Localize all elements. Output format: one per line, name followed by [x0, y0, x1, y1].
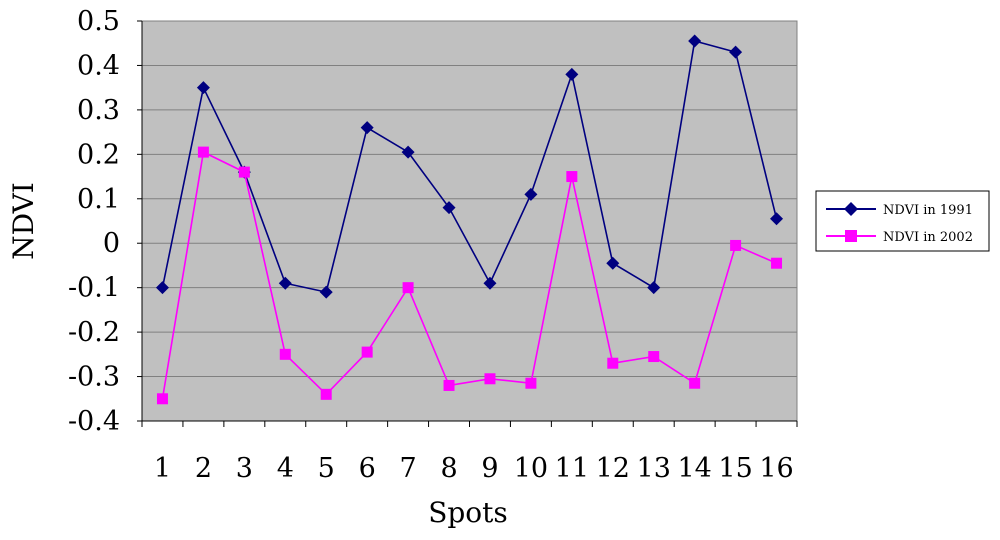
x-tick-label: 3: [236, 453, 253, 484]
data-point: [607, 357, 619, 369]
data-point: [525, 377, 537, 389]
legend: NDVI in 1991 NDVI in 2002: [815, 190, 990, 252]
data-point: [483, 276, 497, 290]
data-point: [320, 388, 332, 400]
data-point: [360, 121, 374, 135]
data-point: [155, 281, 169, 295]
series-line: [161, 39, 778, 294]
x-tick-label: 6: [359, 453, 376, 484]
y-tick-label: -0.1: [68, 273, 120, 304]
legend-label-1991: NDVI in 1991: [883, 203, 973, 218]
x-tick-label: 10: [514, 453, 548, 484]
data-point: [729, 45, 743, 59]
x-tick-label: 13: [637, 453, 671, 484]
data-point: [197, 146, 209, 158]
data-point: [565, 67, 579, 81]
x-axis-title: Spots: [428, 496, 508, 529]
x-tick-label: 11: [555, 453, 589, 484]
x-tick-label: 1: [154, 453, 171, 484]
y-tick-label: -0.4: [68, 406, 120, 437]
plot-area: [141, 20, 798, 422]
data-point: [689, 377, 701, 389]
data-point: [196, 81, 210, 95]
data-point: [401, 145, 415, 159]
data-point: [688, 34, 702, 48]
tick-labels: 0.50.40.30.20.10-0.1-0.2-0.3-0.41 2 3 4 5 6 7 8…: [68, 6, 794, 484]
data-point: [647, 281, 661, 295]
x-tick-label: 4: [277, 453, 294, 484]
gridlines: [142, 64, 797, 378]
data-point: [402, 282, 414, 294]
y-tick-label: 0.4: [77, 50, 120, 81]
x-tick-label: 5: [318, 453, 335, 484]
data-point: [648, 351, 660, 363]
axes: [137, 20, 798, 427]
legend-box: [815, 190, 990, 252]
legend-marker-1991: [844, 202, 858, 216]
y-tick-label: 0.3: [77, 95, 120, 126]
data-point: [484, 373, 496, 385]
x-tick-label: 16: [759, 453, 793, 484]
data-point: [524, 187, 538, 201]
x-tick-label: 14: [677, 453, 711, 484]
data-point: [730, 239, 742, 251]
y-tick-label: -0.2: [68, 317, 120, 348]
y-tick-label: 0.2: [77, 139, 120, 170]
y-axis-title: NDVI: [7, 182, 40, 260]
data-point: [238, 166, 250, 178]
data-point: [156, 393, 168, 405]
data-point: [443, 379, 455, 391]
data-point: [361, 346, 373, 358]
x-tick-label: 15: [718, 453, 752, 484]
series-1: [155, 34, 784, 299]
data-point: [606, 256, 620, 270]
series-2: [156, 146, 783, 405]
data-point: [566, 171, 578, 183]
data-point: [279, 348, 291, 360]
legend-marker-2002: [845, 230, 857, 242]
series-layer: [155, 34, 784, 405]
x-tick-label: 8: [440, 453, 457, 484]
x-tick-label: 7: [400, 453, 417, 484]
data-point: [770, 212, 784, 226]
x-tick-label: 12: [596, 453, 630, 484]
y-tick-label: 0.5: [77, 6, 120, 37]
y-tick-label: 0.1: [77, 184, 120, 215]
series-line: [161, 150, 777, 399]
y-tick-label: -0.3: [68, 362, 120, 393]
x-tick-label: 2: [195, 453, 212, 484]
data-point: [278, 276, 292, 290]
data-point: [442, 201, 456, 215]
data-point: [319, 285, 333, 299]
legend-label-2002: NDVI in 2002: [883, 230, 973, 245]
x-tick-label: 9: [481, 453, 498, 484]
y-tick-label: 0: [103, 228, 120, 259]
data-point: [771, 257, 783, 269]
